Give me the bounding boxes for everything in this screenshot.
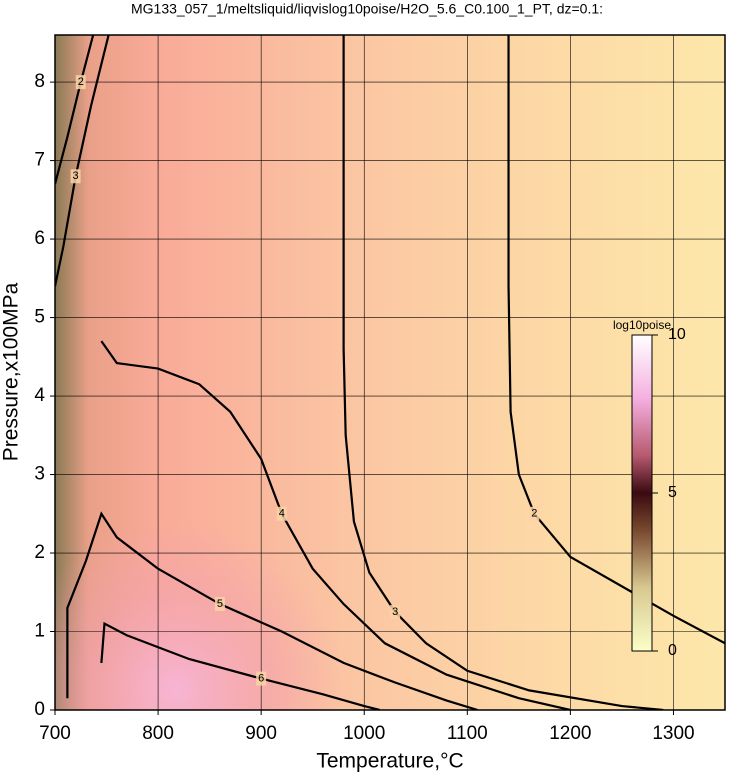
x-tick-label: 700	[39, 723, 71, 744]
contour-label-bg	[256, 671, 267, 686]
y-tick-label: 7	[34, 150, 45, 171]
y-tick-label: 2	[34, 542, 45, 563]
chart-title: MG133_057_1/meltsliquid/liqvislog10poise…	[131, 1, 603, 17]
contour-label: 3	[73, 170, 79, 182]
x-tick-label: 1200	[549, 723, 591, 744]
colorbar-label: log10poise	[613, 318, 671, 332]
y-axis-label: Pressure,x100MPa	[0, 282, 23, 461]
x-tick-label: 1100	[447, 723, 488, 744]
contour-label-bg	[276, 506, 287, 521]
x-tick-label: 900	[245, 723, 277, 744]
y-tick-label: 3	[34, 464, 45, 485]
y-tick-label: 1	[34, 621, 45, 642]
colorbar-tick-label: 0	[668, 642, 677, 659]
contour-line	[55, 35, 95, 185]
contour-label: 6	[258, 673, 264, 685]
colorbar: log10poise 0 5 10	[613, 318, 686, 659]
contour-label-bg	[70, 169, 81, 184]
y-tick-label: 5	[34, 307, 45, 328]
colorbar-tick-label: 10	[668, 326, 686, 343]
contour-label: 3	[392, 606, 398, 618]
contours: 2 3 4 5 6 3 2	[55, 35, 725, 710]
x-tick-label: 800	[142, 723, 174, 744]
x-axis-label: Temperature,°C	[316, 750, 463, 773]
contour-label-bg	[75, 75, 86, 90]
contour-label: 4	[279, 508, 285, 520]
colorbar-ramp	[631, 334, 653, 652]
colorbar-tick-label: 5	[668, 484, 677, 501]
plot-frame	[54, 34, 726, 711]
contour-label-bg	[529, 506, 540, 521]
y-tick-label: 6	[34, 228, 45, 249]
x-tick-label: 1300	[652, 723, 694, 744]
contour-label: 5	[217, 598, 223, 610]
x-tick-label: 1000	[343, 723, 385, 744]
contour-line	[100, 621, 380, 710]
y-tick-label: 4	[34, 385, 45, 406]
contour-line	[66, 511, 478, 710]
y-tick-label: 8	[34, 71, 45, 92]
y-tick-label: 0	[34, 699, 45, 720]
contour-label: 2	[531, 508, 537, 520]
contour-label-bg	[214, 597, 225, 612]
contour-label-bg	[390, 604, 401, 619]
plot-shading	[55, 35, 725, 710]
contour-label: 2	[78, 76, 84, 88]
axes: 700 800 900 1000 1100 1200 1300 0 1 2 3 4 5 6 7 8	[34, 71, 694, 744]
